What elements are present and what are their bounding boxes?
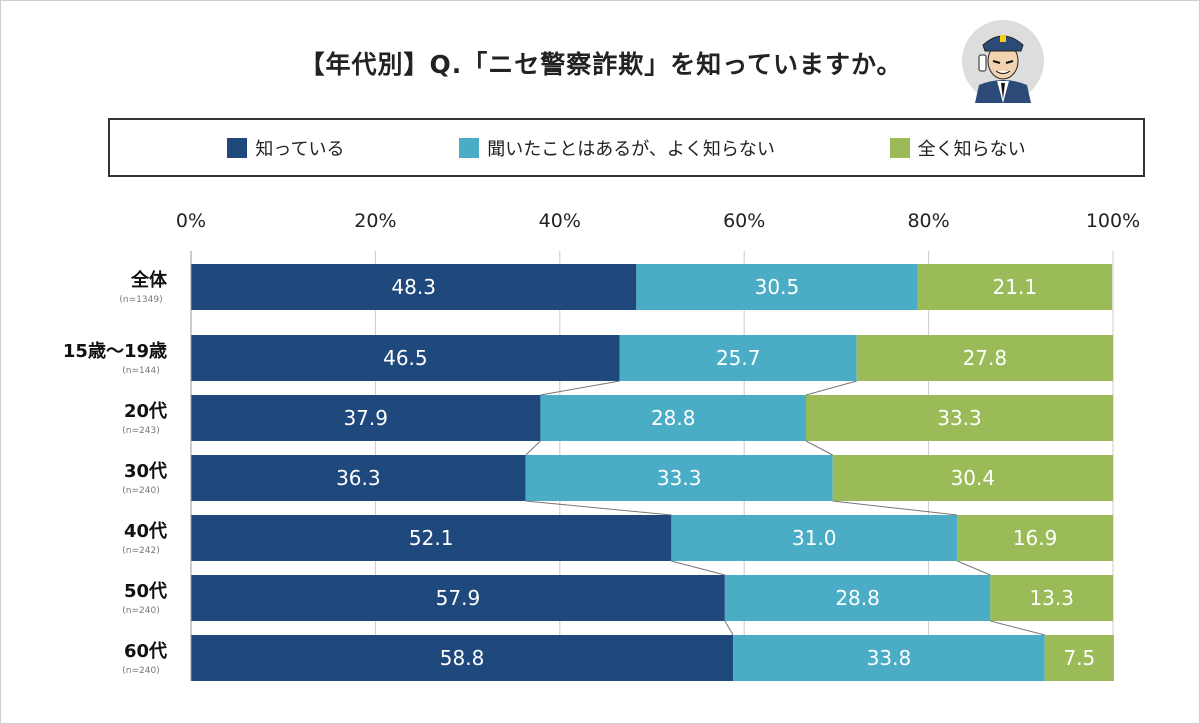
connector-line — [525, 500, 672, 516]
chart-title: 【年代別】Q.「ニセ警察詐欺」を知っていますか。 — [299, 50, 903, 79]
data-label: 27.8 — [963, 346, 1008, 370]
data-label: 13.3 — [1029, 586, 1074, 610]
connector-line — [990, 620, 1045, 636]
bar-segment — [1044, 635, 1114, 681]
tick-label: 60% — [723, 210, 765, 232]
connector-line — [525, 440, 541, 456]
data-label: 58.8 — [440, 646, 485, 670]
bar-segment — [733, 635, 1045, 681]
bar-segment — [191, 335, 620, 381]
bar-segment — [636, 264, 918, 310]
connector-line — [956, 560, 991, 576]
bar-segment — [856, 335, 1113, 381]
tick-label: 80% — [907, 210, 949, 232]
sample-size-label: (n=240) — [122, 666, 159, 676]
bar-segment — [191, 264, 637, 310]
legend-item-know: 知っている — [227, 135, 344, 161]
data-label: 33.8 — [867, 646, 912, 670]
data-label: 30.4 — [951, 466, 996, 490]
data-label: 37.9 — [343, 406, 388, 430]
sample-size-label: (n=144) — [122, 366, 159, 376]
tick-label: 0% — [176, 210, 206, 232]
connector-line — [805, 440, 833, 456]
connector-line — [805, 380, 857, 396]
tick-label: 40% — [539, 210, 581, 232]
connector-line — [671, 560, 725, 576]
sample-size-label: (n=240) — [122, 606, 159, 616]
legend-swatch — [889, 137, 910, 158]
bar-segment — [525, 455, 833, 501]
legend-label: 全く知らない — [917, 138, 1026, 160]
category-label: 60代 — [124, 641, 167, 662]
data-label: 46.5 — [383, 346, 428, 370]
bar-segment — [671, 515, 958, 561]
sample-size-label: (n=243) — [122, 426, 159, 436]
tick-label: 100% — [1086, 210, 1140, 232]
sample-size-label: (n=1349) — [119, 295, 162, 305]
data-label: 33.3 — [657, 466, 702, 490]
connector-line — [540, 380, 620, 396]
sample-size-label: (n=242) — [122, 546, 159, 556]
sample-size-label: (n=240) — [122, 486, 159, 496]
legend-swatch — [459, 137, 480, 158]
legend-label: 知っている — [255, 138, 345, 160]
bar-segment — [191, 575, 725, 621]
police-officer-avatar-icon — [962, 20, 1044, 103]
category-label: 15歳〜19歳 — [63, 341, 167, 362]
bar-segment — [832, 455, 1113, 501]
data-label: 28.8 — [835, 586, 880, 610]
data-label: 33.3 — [937, 406, 982, 430]
tick-label: 20% — [354, 210, 396, 232]
legend-item-heard: 聞いたことはあるが、よく知らない — [459, 135, 775, 161]
bar-segment — [191, 395, 541, 441]
data-label: 36.3 — [336, 466, 381, 490]
data-label: 16.9 — [1013, 526, 1058, 550]
legend-swatch — [227, 137, 248, 158]
bar-segment — [917, 264, 1113, 310]
data-label: 25.7 — [716, 346, 761, 370]
category-label: 20代 — [124, 401, 167, 422]
category-label: 全体 — [130, 269, 168, 291]
data-label: 7.5 — [1063, 646, 1095, 670]
data-label: 31.0 — [792, 526, 837, 550]
legend-label: 聞いたことはあるが、よく知らない — [487, 138, 775, 160]
legend: 知っている 聞いたことはあるが、よく知らない 全く知らない — [108, 118, 1145, 177]
data-label: 57.9 — [436, 586, 481, 610]
connector-line — [832, 500, 958, 516]
category-label: 30代 — [124, 461, 167, 482]
connector-line — [724, 620, 734, 636]
legend-item-unknown: 全く知らない — [889, 135, 1026, 161]
category-label: 50代 — [124, 581, 167, 602]
bar-segment — [540, 395, 806, 441]
bar-segment — [191, 635, 734, 681]
bar-segment — [805, 395, 1113, 441]
data-label: 28.8 — [651, 406, 696, 430]
data-label: 21.1 — [993, 275, 1038, 299]
data-label: 30.5 — [755, 275, 800, 299]
bar-segment — [724, 575, 991, 621]
data-label: 48.3 — [391, 275, 436, 299]
bar-segment — [957, 515, 1113, 561]
category-label: 40代 — [124, 521, 167, 542]
bar-segment — [990, 575, 1113, 621]
bar-segment — [191, 515, 672, 561]
data-label: 52.1 — [409, 526, 454, 550]
bar-segment — [191, 455, 526, 501]
bar-segment — [619, 335, 857, 381]
